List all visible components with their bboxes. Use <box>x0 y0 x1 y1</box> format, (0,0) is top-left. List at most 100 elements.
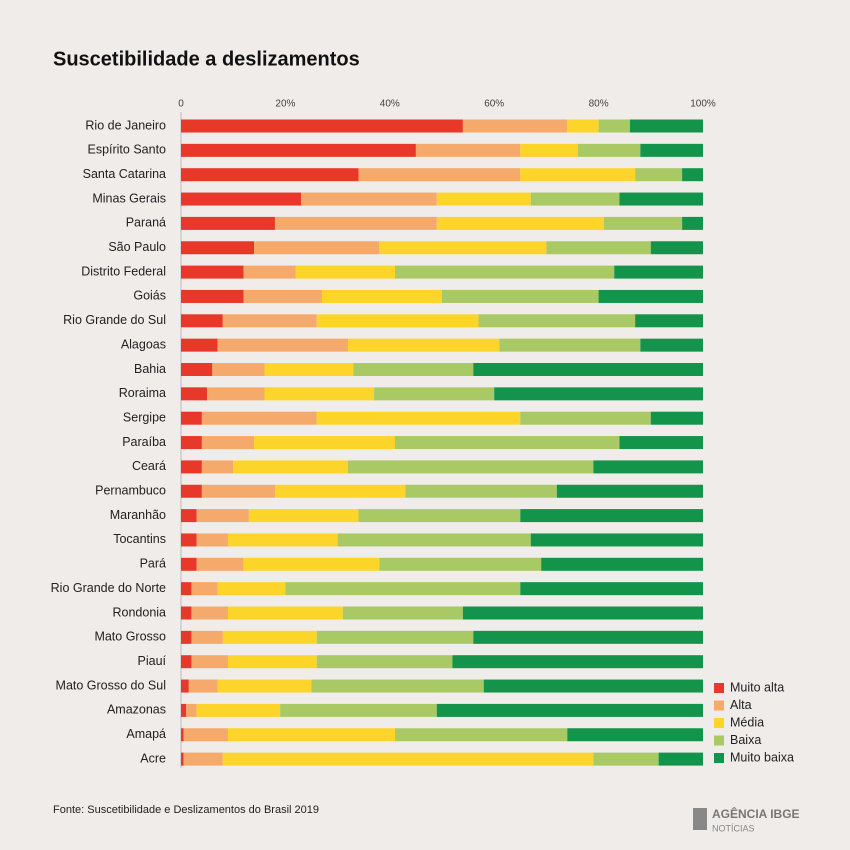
bar-segment <box>358 168 521 182</box>
bar-segment <box>650 411 703 425</box>
y-tick-label: Mato Grosso do Sul <box>56 678 166 692</box>
bar-segment <box>227 728 396 742</box>
bar-segment <box>436 216 604 230</box>
bar-segment <box>321 289 442 303</box>
bar-segment <box>301 192 437 206</box>
bar-segment <box>181 679 189 693</box>
chart-title: Suscetibilidade a deslizamentos <box>53 48 360 70</box>
logo-text: AGÊNCIA IBGE <box>712 806 800 821</box>
bar-segment <box>593 460 703 474</box>
x-tick-label: 60% <box>484 99 504 110</box>
bar-segment <box>222 752 594 766</box>
bar-segment <box>181 630 192 644</box>
bar-segment <box>181 216 275 230</box>
bar-segment <box>181 728 184 742</box>
bar-segment <box>520 143 578 157</box>
bar-segment <box>285 582 521 596</box>
legend-swatch <box>714 753 724 763</box>
bar-segment <box>353 363 474 376</box>
bar-segment <box>181 119 463 133</box>
bar-segment <box>316 411 521 425</box>
bar-segment <box>248 509 359 523</box>
bar-segment <box>682 216 703 230</box>
source: Fonte: Suscetibilidade e Deslizamentos d… <box>53 804 319 816</box>
bar-segment <box>436 703 703 717</box>
bar-segment <box>462 119 568 133</box>
bar-segment <box>541 557 703 571</box>
y-tick-label: Acre <box>140 751 166 765</box>
y-tick-label: Maranhão <box>110 508 166 522</box>
bar-segment <box>311 679 484 693</box>
y-tick-label: Piauí <box>138 654 167 668</box>
bar-segment <box>462 606 703 620</box>
bar-segment <box>181 265 244 279</box>
bar-segment <box>181 241 255 255</box>
bar-segment <box>658 752 703 766</box>
bar-segment <box>520 509 703 523</box>
legend-swatch <box>714 735 724 746</box>
bar-segment <box>188 679 218 693</box>
bar-segment <box>274 484 406 498</box>
x-tick-label: 80% <box>589 99 609 110</box>
logo-icon <box>693 808 707 830</box>
bar-segment <box>181 752 184 766</box>
bar-segment <box>374 387 495 401</box>
bar-segment <box>254 436 396 450</box>
y-tick-label: Sergipe <box>123 410 166 424</box>
y-tick-label: Bahia <box>134 362 166 376</box>
bar-segment <box>280 703 437 717</box>
bar-segment <box>233 460 349 474</box>
bar-segment <box>181 509 197 523</box>
bar-segment <box>181 338 218 352</box>
bar-segment <box>593 752 659 766</box>
bar-segment <box>227 606 343 620</box>
bar-segment <box>436 192 531 206</box>
bar-segment <box>405 484 557 498</box>
bar-segment <box>181 168 359 182</box>
bar-segment <box>337 533 531 547</box>
bar-segment <box>217 582 286 596</box>
bar-segment <box>567 119 599 133</box>
bar-segment <box>546 241 651 255</box>
bar-segment <box>640 338 703 352</box>
bar-segment <box>295 265 396 279</box>
legend-swatch <box>714 700 724 711</box>
x-tick-label: 0 <box>178 99 184 110</box>
bar-segment <box>452 655 703 669</box>
bar-segment <box>183 752 223 766</box>
bar-segment <box>212 363 265 376</box>
bar-segment <box>181 484 202 498</box>
bar-segment <box>520 582 703 596</box>
bar-segment <box>254 241 380 255</box>
bar-segment <box>191 630 223 644</box>
bar-segment <box>201 460 234 474</box>
bar-segment <box>483 679 703 693</box>
bar-segment <box>191 582 218 596</box>
bar-segment <box>598 289 703 303</box>
bar-segment <box>196 509 249 523</box>
bar-segment <box>181 533 197 547</box>
bar-segment <box>227 533 338 547</box>
y-tick-label: Santa Catarina <box>83 167 166 181</box>
x-tick-label: 20% <box>275 99 295 110</box>
bar-segment <box>201 436 255 450</box>
bar-segment <box>395 265 615 279</box>
y-tick-label: Distrito Federal <box>81 264 166 278</box>
bar-segment <box>577 143 641 157</box>
bar-segment <box>217 679 312 693</box>
legend-label: Muito alta <box>730 680 784 694</box>
bar-segment <box>598 119 630 133</box>
bar-segment <box>358 509 521 523</box>
bar-segment <box>243 557 380 571</box>
legend-label: Baixa <box>730 733 761 747</box>
bar-segment <box>494 387 703 401</box>
bar-segment <box>395 728 568 742</box>
y-tick-label: Roraima <box>119 386 166 400</box>
y-tick-label: Paraíba <box>122 435 166 449</box>
bar-segment <box>181 143 416 157</box>
bar-segment <box>196 533 228 547</box>
y-tick-label: Rio Grande do Norte <box>51 581 166 595</box>
bar-segment <box>395 436 620 450</box>
bar-segment <box>499 338 641 352</box>
